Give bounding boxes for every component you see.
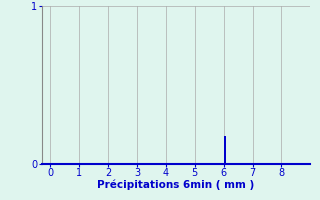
Bar	[224, 136, 226, 164]
X-axis label: Précipitations 6min ( mm ): Précipitations 6min ( mm )	[97, 180, 255, 190]
